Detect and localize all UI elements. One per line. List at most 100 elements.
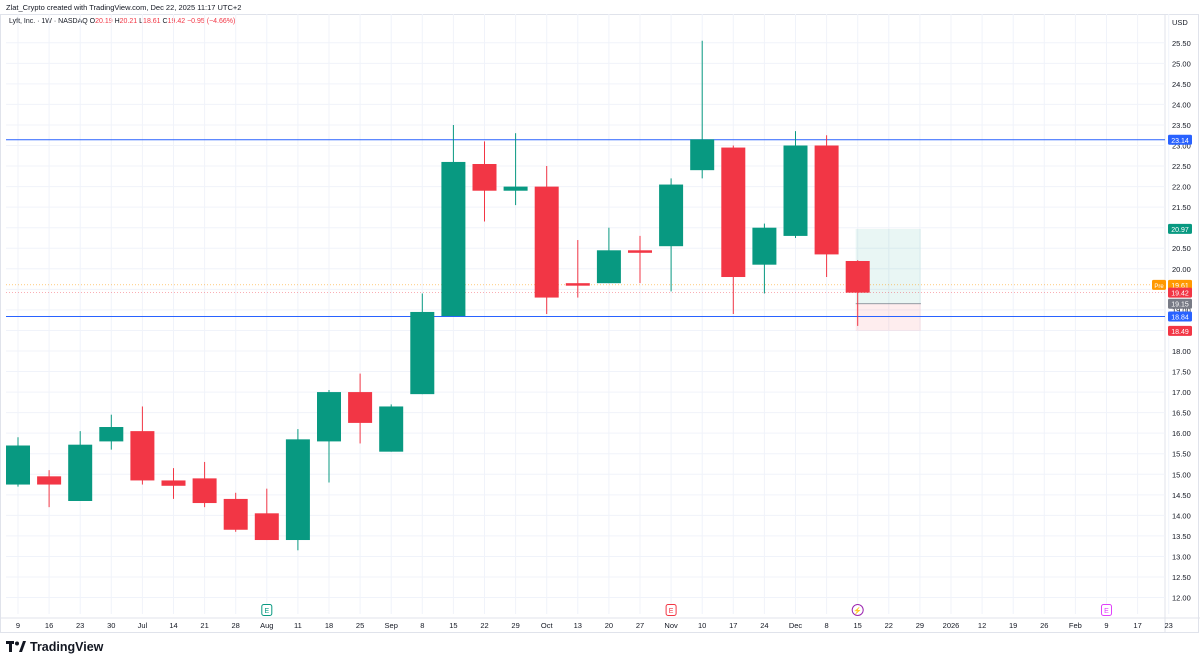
candle-body — [534, 186, 559, 298]
x-tick-label: 21 — [200, 621, 208, 630]
y-tick-label: 13.50 — [1172, 532, 1191, 541]
x-tick-label: 12 — [978, 621, 986, 630]
candle — [317, 390, 341, 483]
price-label-tag — [1168, 134, 1192, 145]
event-glyph: ⚡ — [853, 606, 862, 615]
x-tick-label: 29 — [916, 621, 924, 630]
candle — [783, 131, 808, 238]
x-tick-label: 14 — [169, 621, 177, 630]
y-tick-label: 16.00 — [1172, 429, 1191, 438]
event-marker[interactable]: ⚡ — [851, 604, 864, 616]
price-label-tag — [1168, 311, 1192, 322]
y-tick-label: 24.00 — [1172, 100, 1191, 109]
x-tick-label: 8 — [420, 621, 424, 630]
low-value: 18.61 — [143, 18, 161, 25]
symbol-legend: Lyft, Inc. · 1W · NASDAQ O20.19 H20.21 L… — [9, 18, 235, 25]
price-label-text: 19.61 — [1171, 283, 1189, 290]
candle-body — [690, 139, 715, 171]
x-tick-label: 16 — [45, 621, 53, 630]
price-label-prefix: Pre — [1154, 284, 1164, 290]
y-tick-label: 23.00 — [1172, 142, 1191, 151]
event-glyph: E — [264, 608, 269, 615]
x-tick-label: 13 — [574, 621, 582, 630]
x-tick-label: 26 — [1040, 621, 1048, 630]
x-tick-label: 19 — [1009, 621, 1017, 630]
x-tick-label: 8 — [825, 621, 829, 630]
candle — [596, 227, 621, 284]
event-marker[interactable]: E — [1101, 604, 1112, 616]
candle-body — [317, 392, 341, 442]
candle — [379, 404, 404, 452]
price-label-prefix-tag — [1152, 279, 1166, 290]
candle — [628, 235, 652, 284]
candle-body — [845, 260, 870, 293]
y-tick-label: 20.00 — [1172, 265, 1191, 274]
candle-body — [814, 145, 839, 255]
candle-body — [68, 444, 93, 501]
event-glyph: E — [669, 608, 674, 615]
candle-body — [472, 164, 497, 191]
x-tick-label: 11 — [294, 621, 302, 630]
price-label-tag — [1168, 325, 1192, 336]
candle — [6, 437, 30, 487]
candle-body — [659, 184, 684, 247]
earnings-icon — [665, 604, 677, 616]
candle — [410, 293, 435, 395]
y-tick-label: 23.50 — [1172, 121, 1191, 130]
y-tick-label: 22.00 — [1172, 183, 1191, 192]
candle — [285, 429, 310, 551]
candle-body — [161, 480, 186, 486]
y-tick-label: 22.50 — [1172, 162, 1191, 171]
x-tick-label: 2026 — [943, 621, 960, 630]
y-tick-label: 13.00 — [1172, 552, 1191, 561]
candle-body — [503, 186, 528, 191]
x-tick-label: Dec — [789, 621, 803, 630]
candle — [223, 492, 248, 532]
candle-body — [254, 513, 279, 541]
candle-body — [99, 427, 124, 442]
candle-body — [6, 445, 30, 485]
x-tick-label: Feb — [1069, 621, 1082, 630]
candle — [130, 406, 155, 485]
y-tick-label: 20.50 — [1172, 244, 1191, 253]
candle — [690, 40, 715, 179]
x-tick-label: 17 — [729, 621, 737, 630]
x-tick-label: 9 — [16, 621, 20, 630]
tradingview-logo[interactable]: TradingView — [6, 640, 103, 654]
price-label-text: 18.49 — [1171, 329, 1189, 336]
event-marker[interactable]: E — [665, 604, 677, 616]
candle-body — [596, 250, 621, 284]
event-marker[interactable]: E — [261, 604, 273, 616]
y-tick-label: 12.00 — [1172, 594, 1191, 603]
candle-body — [783, 145, 808, 236]
candle — [752, 223, 777, 294]
candle-body — [192, 478, 217, 504]
y-tick-label: 15.50 — [1172, 450, 1191, 459]
candle — [659, 178, 684, 292]
candle-body — [130, 431, 155, 481]
position-loss-zone — [855, 303, 921, 331]
x-tick-label: 22 — [480, 621, 488, 630]
earnings-icon — [261, 604, 273, 616]
symbol-title[interactable]: Lyft, Inc. · 1W · NASDAQ — [9, 18, 88, 25]
candle-body — [565, 283, 590, 286]
x-tick-label: 15 — [449, 621, 457, 630]
price-label-text: 19.42 — [1171, 291, 1189, 298]
x-tick-label: 17 — [1133, 621, 1141, 630]
candle — [845, 260, 870, 326]
candle-body — [223, 498, 248, 530]
earnings-icon — [1101, 604, 1112, 616]
candle — [37, 470, 62, 508]
y-tick-label: 15.00 — [1172, 470, 1191, 479]
dividend-icon — [851, 604, 864, 616]
tradingview-brand: TradingView — [30, 640, 104, 654]
x-tick-label: 22 — [885, 621, 893, 630]
candle — [254, 488, 279, 541]
price-label-text: 18.84 — [1171, 314, 1189, 321]
candle — [503, 133, 528, 206]
x-tick-label: 10 — [698, 621, 706, 630]
candle-body — [285, 439, 310, 541]
y-tick-label: 17.00 — [1172, 388, 1191, 397]
x-tick-label: 18 — [325, 621, 333, 630]
